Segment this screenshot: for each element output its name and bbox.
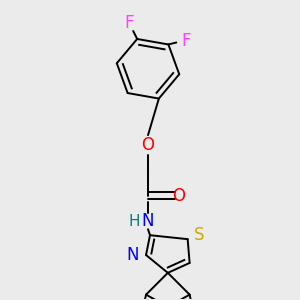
Text: O: O xyxy=(172,187,185,205)
Text: N: N xyxy=(142,212,154,230)
Text: S: S xyxy=(194,226,205,244)
Text: O: O xyxy=(142,136,154,154)
Text: H: H xyxy=(128,214,140,229)
Text: N: N xyxy=(126,246,138,264)
Text: F: F xyxy=(182,32,191,50)
Text: F: F xyxy=(124,14,134,32)
